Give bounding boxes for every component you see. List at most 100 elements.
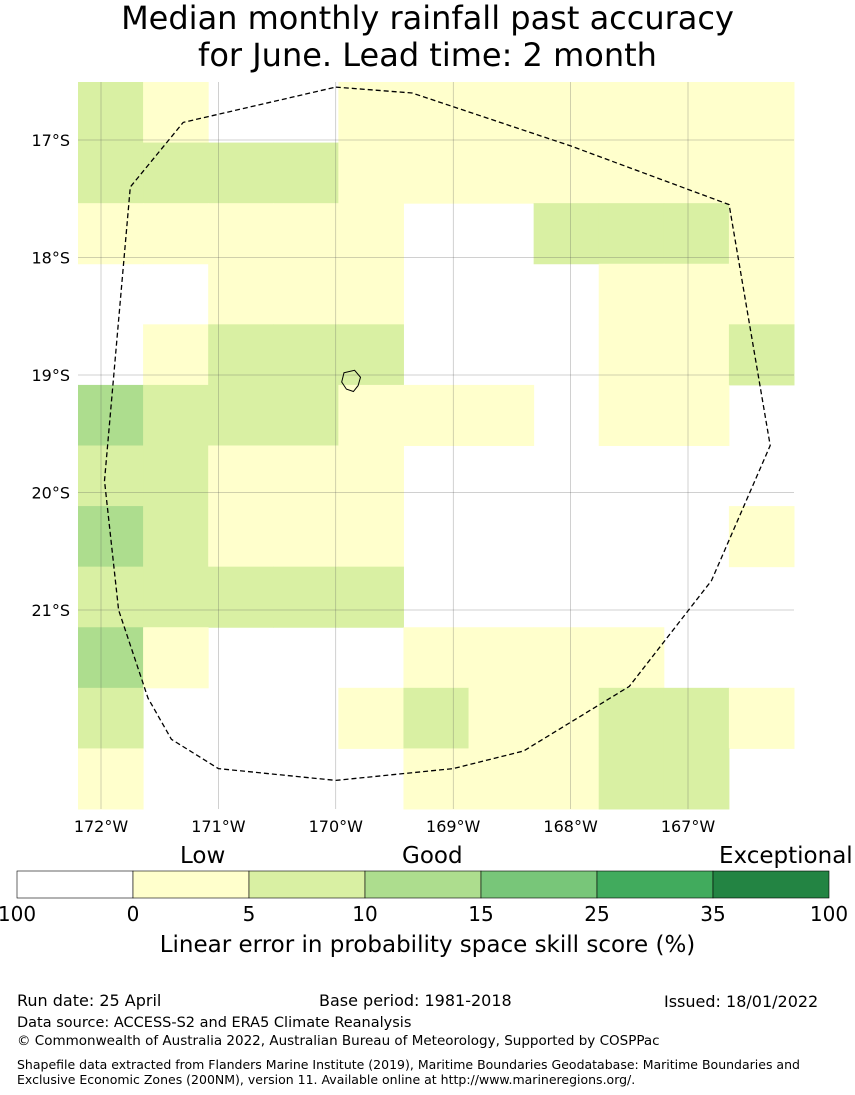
chart-title-line-2: for June. Lead time: 2 month bbox=[198, 36, 657, 74]
longitude-tick-label: 167°W bbox=[661, 817, 716, 836]
skill-cell bbox=[663, 142, 730, 204]
colorbar-tick: 35 bbox=[700, 902, 726, 926]
skill-cell bbox=[78, 748, 144, 810]
skill-cell bbox=[533, 82, 600, 144]
skill-cell bbox=[208, 506, 274, 568]
skill-cell bbox=[338, 263, 404, 325]
longitude-tick-label: 170°W bbox=[309, 817, 364, 836]
skill-cell bbox=[143, 384, 209, 446]
skill-cell bbox=[598, 203, 665, 265]
skill-cell bbox=[403, 748, 470, 810]
colorbar-tick: 5 bbox=[242, 902, 256, 926]
chart-title-line-1: Median monthly rainfall past accuracy bbox=[121, 0, 734, 37]
skill-cell bbox=[663, 384, 730, 446]
latitude-tick-label: 18°S bbox=[31, 249, 70, 268]
skill-cell bbox=[78, 82, 144, 144]
skill-cell bbox=[143, 506, 209, 568]
skill-cell bbox=[728, 324, 795, 386]
skill-cell bbox=[273, 566, 339, 628]
latitude-tick-label: 20°S bbox=[31, 484, 70, 503]
skill-cell bbox=[338, 82, 404, 144]
colorbar-tick: 25 bbox=[584, 902, 610, 926]
skill-cell bbox=[338, 445, 404, 507]
colorbar-title: Linear error in probability space skill … bbox=[159, 932, 696, 958]
skill-cell bbox=[403, 142, 470, 204]
colorbar-segment bbox=[248, 870, 366, 899]
skill-cell bbox=[663, 263, 730, 325]
skill-cell bbox=[338, 506, 404, 568]
skill-cell bbox=[78, 142, 144, 204]
colorbar-category-exceptional: Exceptional bbox=[719, 843, 853, 869]
longitude-tick-label: 168°W bbox=[543, 817, 598, 836]
skill-cell bbox=[728, 506, 795, 568]
colorbar-segment bbox=[596, 870, 714, 899]
skill-cell bbox=[143, 142, 209, 204]
skill-cell bbox=[273, 142, 339, 204]
skill-cell bbox=[208, 324, 274, 386]
base-period: Base period: 1981-2018 bbox=[319, 991, 512, 1010]
skill-cell bbox=[468, 142, 535, 204]
longitude-tick-label: 169°W bbox=[426, 817, 481, 836]
skill-cell bbox=[208, 142, 274, 204]
shapefile-credit: Shapefile data extracted from Flanders M… bbox=[17, 1057, 800, 1087]
skill-cell bbox=[533, 203, 600, 265]
colorbar-category-low: Low bbox=[180, 843, 226, 869]
skill-cell bbox=[598, 324, 665, 386]
run-date: Run date: 25 April bbox=[17, 991, 162, 1010]
eez-boundary-line bbox=[103, 86, 771, 782]
island-shape bbox=[341, 369, 362, 393]
colorbar-segment bbox=[480, 870, 598, 899]
colorbar-segment bbox=[712, 870, 830, 899]
skill-cell bbox=[208, 445, 274, 507]
skill-cell bbox=[78, 687, 144, 749]
skill-cell bbox=[403, 82, 470, 144]
skill-cell bbox=[208, 263, 274, 325]
skill-cell bbox=[78, 445, 144, 507]
longitude-axis: 172°W 171°W 170°W 169°W 168°W 167°W bbox=[74, 817, 716, 836]
colorbar-segment bbox=[132, 870, 250, 899]
skill-cell bbox=[728, 82, 795, 144]
skill-cell bbox=[468, 384, 535, 446]
skill-cell bbox=[338, 203, 404, 265]
longitude-tick-label: 172°W bbox=[74, 817, 129, 836]
skill-cell bbox=[273, 263, 339, 325]
skill-cell bbox=[728, 687, 795, 749]
skill-cell bbox=[533, 142, 600, 204]
skill-cell bbox=[143, 324, 209, 386]
skill-grid bbox=[78, 82, 795, 810]
latitude-tick-label: 17°S bbox=[31, 131, 70, 150]
skill-cell bbox=[468, 748, 535, 810]
skill-cell bbox=[468, 82, 535, 144]
skill-cell bbox=[663, 324, 730, 386]
skill-cell bbox=[533, 748, 600, 810]
skill-cell bbox=[273, 324, 339, 386]
skill-cell bbox=[338, 142, 404, 204]
skill-cell bbox=[468, 627, 535, 689]
skill-cell bbox=[403, 687, 470, 749]
island-outline bbox=[341, 369, 362, 393]
skill-cell bbox=[728, 263, 795, 325]
copyright: © Commonwealth of Australia 2022, Austra… bbox=[17, 1033, 660, 1049]
colorbar-category-good: Good bbox=[402, 843, 463, 869]
skill-cell bbox=[663, 82, 730, 144]
skill-cell bbox=[143, 566, 209, 628]
data-source: Data source: ACCESS-S2 and ERA5 Climate … bbox=[17, 1015, 412, 1031]
skill-cell bbox=[208, 384, 274, 446]
colorbar-segment bbox=[364, 870, 482, 899]
skill-cell bbox=[338, 384, 404, 446]
skill-cell bbox=[663, 203, 730, 265]
colorbar-segment bbox=[16, 870, 134, 899]
skill-cell bbox=[598, 748, 665, 810]
skill-cell bbox=[403, 627, 470, 689]
skill-cell bbox=[143, 82, 209, 144]
colorbar-tick: 100 bbox=[809, 902, 849, 926]
colorbar-tick: 15 bbox=[468, 902, 494, 926]
skill-cell bbox=[338, 324, 404, 386]
skill-cell bbox=[468, 687, 535, 749]
colorbar-tick: 10 bbox=[352, 902, 378, 926]
latitude-tick-label: 21°S bbox=[31, 601, 70, 620]
longitude-tick-label: 171°W bbox=[191, 817, 246, 836]
skill-cell bbox=[338, 687, 404, 749]
skill-cell bbox=[273, 445, 339, 507]
